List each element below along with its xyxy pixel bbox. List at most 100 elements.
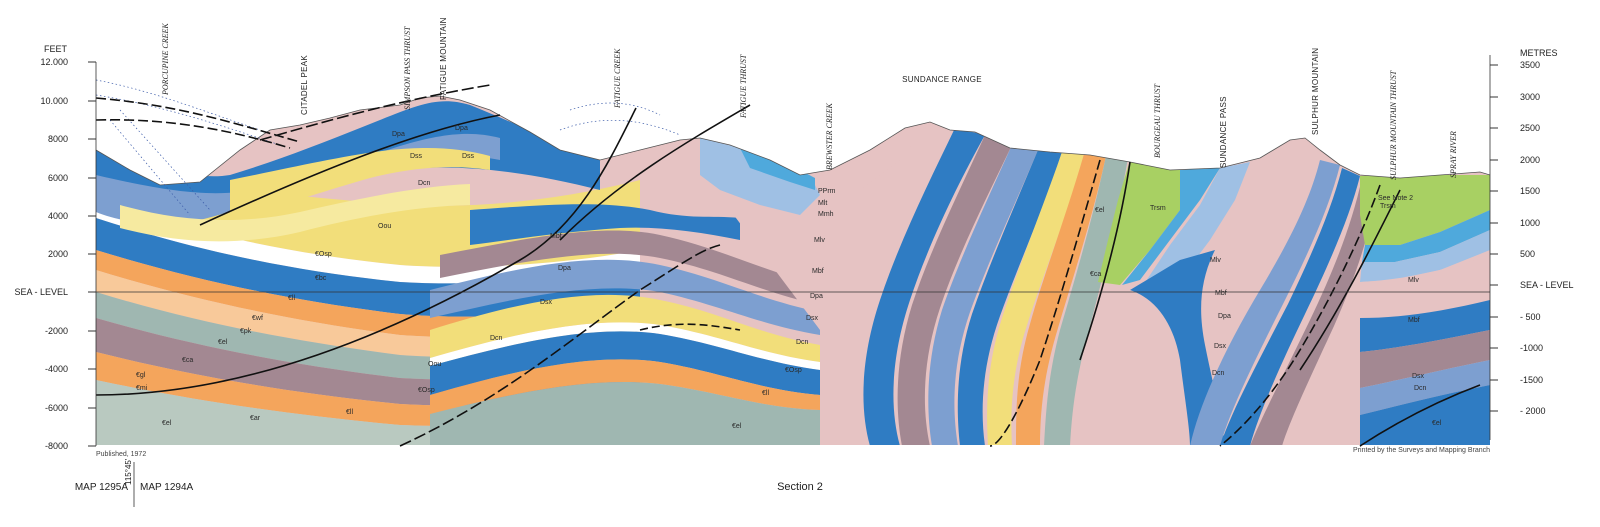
unit-label: Mbf xyxy=(550,233,562,240)
unit-label: Dpa xyxy=(558,265,571,272)
label-brewster-creek: BREWSTER CREEK xyxy=(825,102,834,170)
unit-label: €el xyxy=(1432,420,1442,427)
unit-label: Dsx xyxy=(1214,343,1227,350)
label-fatigue-creek: FATIGUE CREEK xyxy=(613,48,622,109)
section-title: Section 2 xyxy=(777,481,823,493)
feet-tick: 2000 xyxy=(48,249,68,259)
feet-tick: -6000 xyxy=(45,403,68,413)
feet-tick: 8000 xyxy=(48,134,68,144)
label-sulphur-mountain: SULPHUR MOUNTAIN xyxy=(1311,48,1320,135)
see-note-2: See Note 2 xyxy=(1378,195,1413,202)
label-fatigue-mountain: FATIGUE MOUNTAIN xyxy=(439,17,448,100)
unit-label: €el xyxy=(162,420,172,427)
feet-tick: 4000 xyxy=(48,211,68,221)
metres-sea-level: SEA - LEVEL xyxy=(1520,280,1574,290)
unit-label: Trsm xyxy=(1380,203,1396,210)
unit-label: Dcn xyxy=(418,180,431,187)
unit-label: Mbf xyxy=(1408,317,1420,324)
unit-label: €wf xyxy=(252,315,263,322)
unit-label: €ll xyxy=(762,390,769,397)
unit-label: Dss xyxy=(462,153,475,160)
map-right-label: MAP 1294A xyxy=(140,482,194,493)
unit-label: €el xyxy=(1095,207,1105,214)
feet-sea-level: SEA - LEVEL xyxy=(14,287,68,297)
unit-label: €Osp xyxy=(418,387,435,394)
label-simpson-pass-thrust: SIMPSON PASS THRUST xyxy=(403,26,412,110)
unit-label: Mlv xyxy=(814,237,825,244)
metres-tick: -1000 xyxy=(1520,343,1543,353)
unit-label: Dpa xyxy=(1218,313,1231,320)
feet-tick: 12.000 xyxy=(40,57,68,67)
unit-label: Dsx xyxy=(540,299,553,306)
unit-label: Dcn xyxy=(796,339,809,346)
feet-tick: -2000 xyxy=(45,326,68,336)
topographic-profile xyxy=(95,95,1491,186)
unit-label: Dpa xyxy=(392,131,405,138)
unit-label: €mi xyxy=(136,385,148,392)
metres-tick: - 500 xyxy=(1520,312,1541,322)
metres-tick: 1000 xyxy=(1520,218,1540,228)
unit-label: Dcn xyxy=(1212,370,1225,377)
unit-label: €gl xyxy=(136,372,146,379)
unit-label: €ll xyxy=(346,409,353,416)
metres-label: METRES xyxy=(1520,48,1558,58)
unit-label: €bc xyxy=(315,275,327,282)
metres-tick: 3500 xyxy=(1520,60,1540,70)
printed-note: Printed by the Surveys and Mapping Branc… xyxy=(1353,447,1490,454)
unit-label: €ca xyxy=(182,357,193,364)
unit-label: €el xyxy=(732,423,742,430)
metres-tick: -1500 xyxy=(1520,375,1543,385)
label-spray-river: SPRAY RIVER xyxy=(1449,131,1458,178)
fault-traces xyxy=(95,84,1481,447)
label-sundance-pass: SUNDANCE PASS xyxy=(1219,96,1228,168)
scale-left: FEET 12.000 10.000 8000 6000 4000 2000 S… xyxy=(14,44,97,451)
metres-tick: 500 xyxy=(1520,249,1535,259)
unit-label: Dcn xyxy=(1414,385,1427,392)
metres-tick: 2000 xyxy=(1520,155,1540,165)
metres-tick: 3000 xyxy=(1520,92,1540,102)
unit-label: Dpa xyxy=(455,125,468,132)
metres-tick: 2500 xyxy=(1520,123,1540,133)
label-citadel-peak: CITADEL PEAK xyxy=(300,55,309,115)
published-note: Published, 1972 xyxy=(96,451,146,458)
unit-label: €Osp xyxy=(785,367,802,374)
map-left-label: MAP 1295A xyxy=(75,482,129,493)
unit-label: €Osp xyxy=(315,251,332,258)
metres-tick: 1500 xyxy=(1520,186,1540,196)
unit-label: Trsm xyxy=(1150,205,1166,212)
label-bourgeau-thrust: BOURGEAU THRUST xyxy=(1153,83,1162,158)
feet-tick: 6000 xyxy=(48,173,68,183)
strata-body xyxy=(96,96,1490,445)
unit-label: Oou xyxy=(378,223,391,230)
scale-right: METRES 3500 3000 2500 2000 1500 1000 500… xyxy=(1489,48,1574,440)
longitude-label: 115°45' xyxy=(124,458,133,485)
label-sundance-range: SUNDANCE RANGE xyxy=(902,75,982,84)
unit-label: Dsx xyxy=(1412,373,1425,380)
projected-lines xyxy=(95,79,681,216)
unit-label: Dcn xyxy=(490,335,503,342)
unit-label: €pk xyxy=(240,328,252,335)
unit-labels: Dpa Dpa Dss Dss Dcn Oou €Osp €bc €ll €el… xyxy=(136,125,1442,430)
label-sulphur-mountain-thrust: SULPHUR MOUNTAIN THRUST xyxy=(1389,70,1398,180)
label-fatigue-thrust: FATIGUE THRUST xyxy=(739,54,748,119)
unit-label: Mbf xyxy=(1215,290,1227,297)
unit-label: Mmh xyxy=(818,211,834,218)
metres-tick: - 2000 xyxy=(1520,406,1546,416)
unit-label: Dpa xyxy=(810,293,823,300)
unit-label: €el xyxy=(218,339,228,346)
feet-tick: -8000 xyxy=(45,441,68,451)
feet-tick: 10.000 xyxy=(40,96,68,106)
footer: Published, 1972 Printed by the Surveys a… xyxy=(75,447,1490,507)
feature-labels: PORCUPINE CREEK CITADEL PEAK SIMPSON PAS… xyxy=(161,17,1458,180)
unit-label: Dsx xyxy=(806,315,819,322)
unit-label: Oou xyxy=(428,361,441,368)
unit-label: PPrm xyxy=(818,188,836,195)
unit-label: Mlv xyxy=(1210,257,1221,264)
feet-label: FEET xyxy=(44,44,68,54)
unit-label: Mlt xyxy=(818,200,827,207)
unit-label: €ll xyxy=(288,295,295,302)
unit-label: Dss xyxy=(410,153,423,160)
feet-tick: -4000 xyxy=(45,364,68,374)
unit-label: €ar xyxy=(250,415,261,422)
